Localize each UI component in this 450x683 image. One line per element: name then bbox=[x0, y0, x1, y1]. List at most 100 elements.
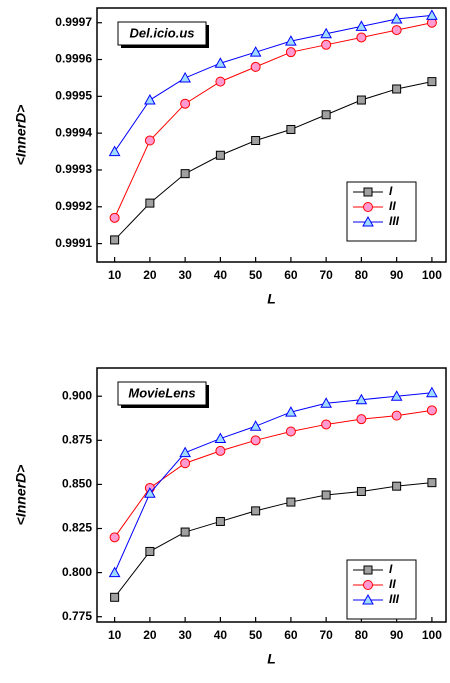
marker bbox=[214, 432, 227, 444]
marker bbox=[215, 445, 226, 456]
legend-label: III bbox=[389, 592, 400, 606]
series-line bbox=[114, 409, 432, 538]
plot-frame bbox=[96, 367, 447, 623]
marker bbox=[286, 124, 296, 134]
marker bbox=[249, 420, 262, 431]
legend-marker bbox=[362, 215, 374, 227]
y-tick-label: 0.900 bbox=[62, 388, 92, 402]
marker bbox=[356, 32, 367, 43]
marker bbox=[215, 516, 225, 526]
marker bbox=[180, 458, 191, 469]
marker bbox=[391, 410, 402, 421]
marker bbox=[215, 150, 225, 160]
marker bbox=[285, 47, 296, 58]
marker bbox=[179, 71, 191, 83]
x-axis-label: L bbox=[267, 291, 276, 307]
marker bbox=[179, 446, 191, 458]
x-tick-label: 60 bbox=[284, 628, 298, 642]
marker bbox=[321, 490, 331, 500]
annotation: MovieLens bbox=[128, 385, 195, 400]
y-axis-label: <InnerD> bbox=[13, 465, 29, 526]
y-tick-label: 0.850 bbox=[62, 477, 92, 491]
legend-marker bbox=[363, 565, 373, 575]
series-line bbox=[114, 392, 432, 573]
x-tick-label: 30 bbox=[178, 628, 192, 642]
legend-box bbox=[346, 181, 417, 242]
marker bbox=[110, 592, 120, 602]
marker bbox=[427, 478, 437, 488]
series-line bbox=[114, 81, 433, 241]
marker bbox=[286, 497, 296, 507]
marker bbox=[355, 20, 368, 31]
legend-marker bbox=[363, 202, 373, 212]
x-tick-label: 10 bbox=[108, 628, 122, 642]
legend-label: I bbox=[389, 184, 393, 198]
marker bbox=[108, 145, 121, 157]
marker bbox=[320, 27, 332, 39]
marker bbox=[215, 76, 226, 87]
x-tick-label: 70 bbox=[319, 628, 333, 642]
marker bbox=[144, 93, 156, 105]
marker bbox=[356, 95, 366, 105]
x-tick-label: 40 bbox=[214, 268, 228, 282]
y-tick-label: 0.800 bbox=[62, 565, 92, 579]
marker bbox=[285, 35, 297, 46]
x-tick-label: 20 bbox=[143, 268, 157, 282]
marker bbox=[392, 481, 402, 491]
marker bbox=[390, 390, 403, 401]
x-tick-label: 50 bbox=[249, 628, 263, 642]
x-tick-label: 100 bbox=[422, 268, 442, 282]
marker bbox=[426, 405, 437, 416]
series-line bbox=[114, 482, 432, 598]
marker bbox=[392, 84, 402, 94]
legend-label: II bbox=[389, 577, 396, 591]
legend-label: II bbox=[389, 199, 396, 213]
marker bbox=[108, 566, 121, 578]
plot-frame bbox=[96, 7, 447, 263]
marker bbox=[180, 98, 191, 109]
y-tick-label: 0.9992 bbox=[55, 199, 92, 213]
marker bbox=[320, 397, 332, 408]
legend-label: III bbox=[389, 214, 400, 228]
marker bbox=[355, 393, 368, 405]
marker bbox=[249, 46, 262, 57]
x-tick-label: 40 bbox=[214, 628, 228, 642]
x-tick-label: 70 bbox=[319, 268, 333, 282]
marker bbox=[251, 506, 261, 516]
legend-box bbox=[346, 559, 417, 620]
x-tick-label: 80 bbox=[355, 628, 369, 642]
marker bbox=[427, 77, 437, 87]
marker bbox=[109, 532, 120, 543]
y-tick-label: 0.9991 bbox=[55, 236, 92, 250]
marker bbox=[109, 212, 120, 223]
marker bbox=[426, 386, 438, 398]
x-tick-label: 80 bbox=[355, 268, 369, 282]
x-tick-label: 90 bbox=[390, 628, 404, 642]
y-tick-label: 0.825 bbox=[62, 521, 92, 535]
marker bbox=[145, 546, 155, 556]
marker bbox=[285, 426, 296, 437]
series-line bbox=[114, 22, 433, 219]
y-tick-label: 0.875 bbox=[62, 432, 92, 446]
y-tick-label: 0.9993 bbox=[55, 162, 92, 176]
marker bbox=[391, 25, 402, 36]
series-line bbox=[114, 14, 432, 152]
marker bbox=[110, 235, 120, 245]
x-tick-label: 20 bbox=[143, 628, 157, 642]
y-tick-label: 0.775 bbox=[62, 609, 92, 623]
y-tick-label: 0.9995 bbox=[55, 89, 92, 103]
annotation: Del.icio.us bbox=[129, 25, 194, 40]
marker bbox=[321, 110, 331, 120]
x-tick-label: 30 bbox=[178, 268, 192, 282]
y-tick-label: 0.9996 bbox=[55, 52, 92, 66]
x-tick-label: 60 bbox=[284, 268, 298, 282]
y-tick-label: 0.9997 bbox=[55, 15, 92, 29]
marker bbox=[250, 435, 261, 446]
marker bbox=[180, 169, 190, 179]
marker bbox=[321, 39, 332, 50]
marker bbox=[144, 135, 155, 146]
y-tick-label: 0.9994 bbox=[55, 125, 92, 139]
marker bbox=[426, 9, 438, 20]
marker bbox=[145, 198, 155, 208]
